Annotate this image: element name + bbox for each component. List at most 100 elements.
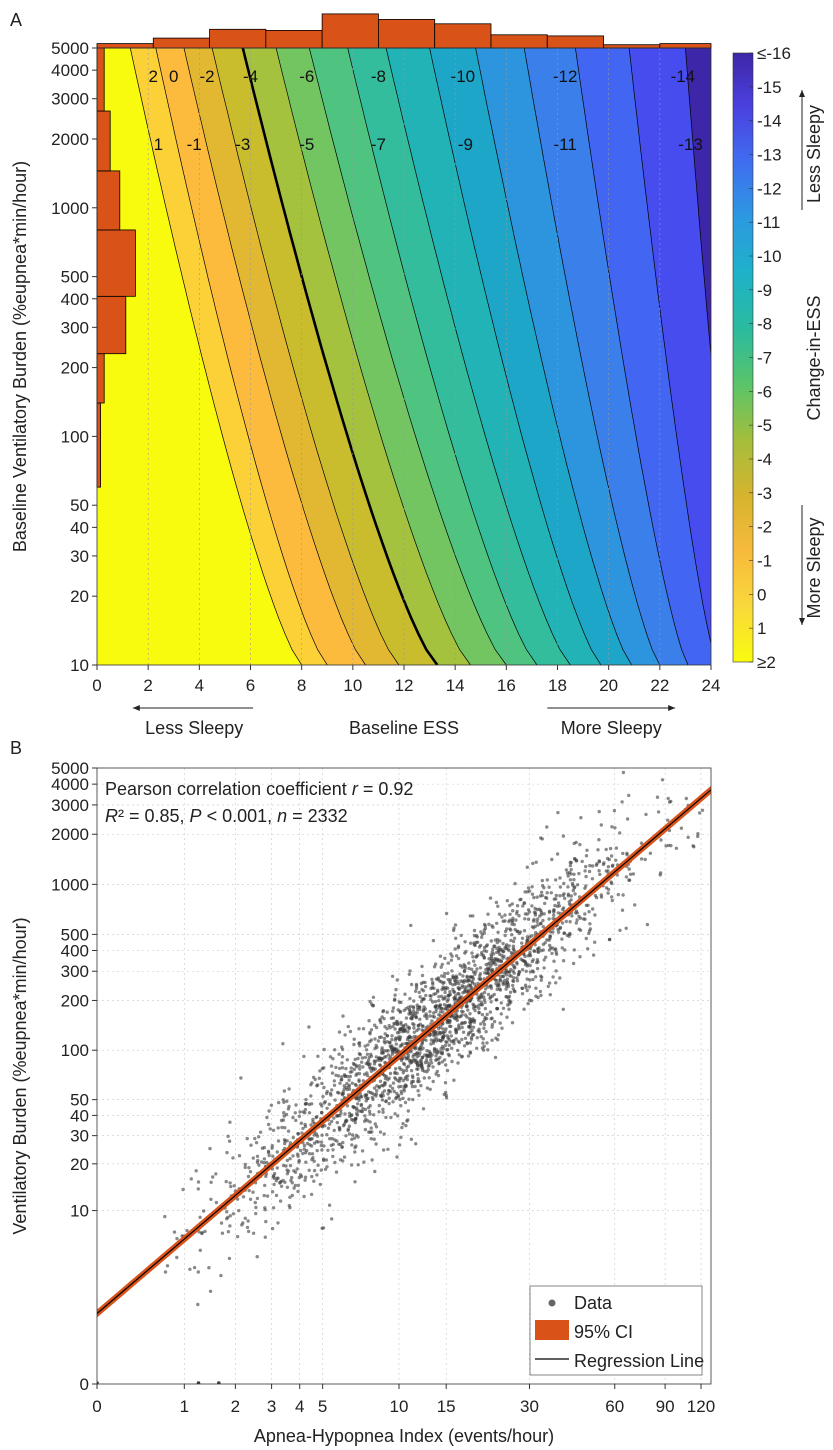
y-tick-label: 3000 [51, 90, 89, 109]
data-point [352, 1042, 356, 1047]
data-point [360, 1060, 364, 1064]
data-point [362, 1072, 367, 1077]
data-point [198, 1248, 202, 1253]
data-point [403, 1085, 407, 1089]
data-point [578, 955, 582, 959]
data-point [532, 895, 536, 900]
data-point [277, 1100, 281, 1105]
data-point [552, 897, 556, 901]
data-point [379, 1035, 383, 1039]
data-point [208, 1146, 212, 1151]
data-point [375, 1089, 379, 1093]
data-point [525, 890, 530, 894]
data-point [448, 1030, 452, 1034]
data-point [542, 958, 546, 962]
data-point [517, 970, 522, 974]
y-tick-label: 2000 [51, 130, 89, 149]
data-point [568, 863, 573, 868]
data-point [290, 1193, 294, 1198]
data-point [378, 1017, 382, 1022]
data-point [433, 1032, 437, 1037]
data-point [498, 977, 502, 982]
data-point [505, 899, 509, 903]
data-point [291, 1115, 295, 1120]
data-point [214, 1172, 218, 1176]
contour-label: -8 [371, 67, 386, 86]
data-point [390, 974, 395, 978]
data-point [181, 1187, 185, 1192]
data-point [633, 903, 637, 907]
data-point [591, 953, 596, 957]
data-point [385, 1034, 390, 1038]
data-point [509, 974, 513, 978]
data-point [285, 1168, 289, 1172]
data-point [684, 796, 688, 801]
data-point [585, 848, 589, 852]
data-point [406, 1005, 410, 1009]
data-point [510, 933, 514, 937]
annotation-part: = 2332 [287, 806, 348, 826]
data-point [291, 1154, 295, 1158]
data-point [368, 999, 372, 1004]
data-point [524, 985, 528, 990]
x-tick-label: 24 [702, 676, 721, 695]
data-point [251, 1156, 255, 1160]
data-point [330, 1217, 334, 1221]
data-point [530, 959, 534, 964]
data-point [409, 1137, 414, 1142]
data-point [285, 1158, 289, 1163]
data-point [442, 1003, 447, 1007]
data-point [489, 986, 494, 990]
data-point [348, 1074, 352, 1079]
data-point [268, 1127, 272, 1131]
data-point [399, 1020, 403, 1025]
data-point [241, 1195, 246, 1199]
data-point [396, 1114, 400, 1118]
data-point [539, 922, 543, 926]
data-point [315, 1084, 319, 1088]
data-point [451, 928, 456, 933]
data-point [332, 1083, 337, 1088]
annotation-part: ² = 0.85, [118, 806, 190, 826]
data-point [283, 1180, 287, 1185]
data-point [226, 1230, 231, 1234]
data-point [557, 904, 562, 908]
data-point [639, 857, 644, 861]
data-point [243, 1216, 247, 1221]
data-point [569, 868, 573, 872]
data-point [241, 1221, 245, 1225]
data-point [586, 903, 590, 907]
data-point [568, 860, 572, 865]
data-point [404, 1068, 409, 1073]
data-point [322, 1085, 326, 1090]
data-point [347, 1124, 352, 1128]
data-point [395, 1155, 399, 1159]
data-point [394, 1042, 398, 1046]
data-point [359, 1095, 364, 1099]
legend-ci-swatch [535, 1320, 569, 1340]
y-tick-label: 500 [61, 268, 89, 287]
data-point [270, 1190, 275, 1194]
data-point [320, 1081, 324, 1086]
y-tick-label: 5000 [51, 759, 89, 778]
data-point [320, 1133, 324, 1137]
data-point [532, 926, 536, 930]
data-point [340, 1045, 344, 1049]
data-point [319, 1168, 323, 1172]
data-point [163, 1214, 167, 1219]
data-point [558, 976, 562, 980]
data-point [493, 938, 498, 942]
data-point [394, 987, 398, 992]
data-point [468, 1026, 472, 1030]
data-point [296, 1154, 300, 1159]
data-point [515, 911, 519, 916]
data-point [345, 1058, 349, 1062]
data-point [470, 981, 475, 985]
data-point [525, 977, 529, 981]
data-point [504, 987, 508, 991]
data-point [406, 1074, 410, 1078]
data-point [515, 976, 519, 980]
data-point [541, 925, 545, 929]
data-point [468, 999, 472, 1003]
data-point [346, 1024, 350, 1029]
